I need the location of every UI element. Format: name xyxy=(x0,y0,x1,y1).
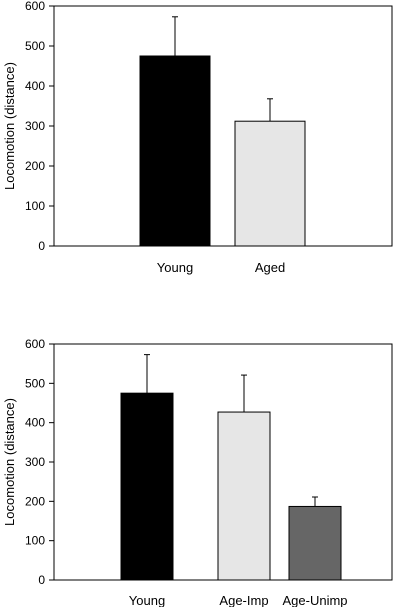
bar-young xyxy=(120,392,174,581)
chart-young-ageimp-ageunimp: 0 100 200 300 400 500 600 Locomotion (distance)… xyxy=(2,337,393,607)
bar-age-imp xyxy=(217,411,271,581)
category-label: Age-Imp xyxy=(219,593,268,607)
y-tick-label: 100 xyxy=(25,534,45,548)
y-tick-label: 600 xyxy=(25,337,45,351)
category-label: Aged xyxy=(255,260,285,275)
category-label: Young xyxy=(129,593,165,607)
bar-age-unimp xyxy=(288,505,342,581)
y-axis-title: Locomotion (distance) xyxy=(2,398,17,526)
y-tick-label: 100 xyxy=(25,199,45,213)
y-tick-label: 300 xyxy=(25,119,45,133)
plot-frame xyxy=(53,5,393,247)
y-tick-label: 400 xyxy=(25,79,45,93)
y-tick-label: 500 xyxy=(25,376,45,390)
y-tick-label: 400 xyxy=(25,416,45,430)
bar-young xyxy=(139,55,211,247)
bar-aged xyxy=(234,120,306,247)
y-tick-label: 200 xyxy=(25,159,45,173)
category-label: Age-Unimp xyxy=(282,593,347,607)
y-tick-label: 0 xyxy=(38,239,45,253)
category-label: Young xyxy=(157,260,193,275)
y-tick-label: 200 xyxy=(25,494,45,508)
y-tick-label: 600 xyxy=(25,0,45,13)
chart-young-vs-aged: 0 100 200 300 400 500 600 Locomotion (distance)… xyxy=(2,0,393,275)
y-tick-label: 0 xyxy=(38,573,45,587)
y-tick-label: 500 xyxy=(25,39,45,53)
y-axis-title: Locomotion (distance) xyxy=(2,62,17,190)
y-tick-label: 300 xyxy=(25,455,45,469)
